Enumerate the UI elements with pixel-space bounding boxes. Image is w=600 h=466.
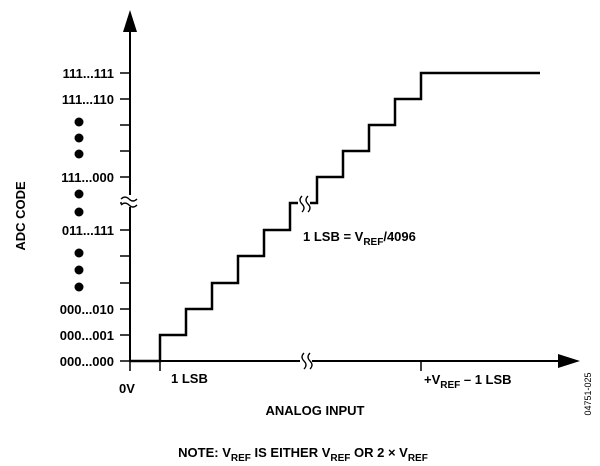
lsb-annotation: 1 LSB = VREF/4096	[303, 229, 416, 248]
y-axis-ticks	[120, 72, 130, 362]
y-tick-label-011-111: 011...111	[62, 223, 114, 238]
x-axis-break-symbol	[300, 352, 313, 370]
x-axis-1lsb-label: 1 LSB	[171, 371, 208, 386]
x-axis-title: ANALOG INPUT	[266, 403, 365, 418]
reference-note: NOTE: VREF IS EITHER VREF OR 2 × VREF	[178, 445, 428, 464]
y-axis-arrowhead	[123, 10, 137, 32]
y-tick-label-000-010: 000...010	[60, 302, 114, 317]
y-axis-break-symbol	[120, 195, 138, 208]
y-tick-label-000-000: 000...000	[60, 354, 114, 369]
y-tick-label-111-110: 111...110	[62, 92, 114, 107]
y-tick-label-111-000: 111...000	[61, 170, 114, 185]
y-tick-label-000-001: 000...001	[60, 328, 114, 343]
y-axis-ellipsis-dots	[74, 117, 84, 292]
y-axis-title: ADC CODE	[13, 181, 28, 251]
figure-id: 04751-025	[583, 372, 593, 415]
y-tick-label-111-111: 111...111	[63, 66, 114, 81]
x-axis-origin-label: 0V	[119, 381, 135, 396]
x-axis-arrowhead	[558, 354, 580, 368]
transfer-curve-break-symbol	[298, 195, 311, 213]
transfer-curve-lower	[130, 201, 301, 363]
x-axis-vref-label: +VREF – 1 LSB	[424, 372, 512, 391]
transfer-curve-upper	[310, 71, 540, 205]
